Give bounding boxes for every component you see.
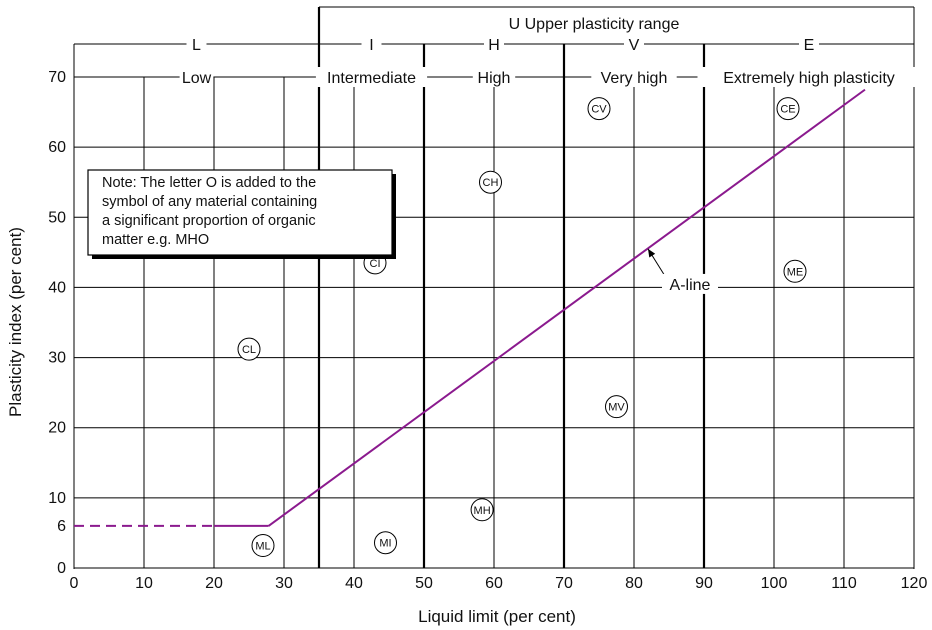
a-line-arrowhead: [648, 248, 656, 258]
note-line-2: symbol of any material containing: [102, 194, 317, 210]
x-tick-label: 50: [415, 575, 433, 592]
note-box: Note: The letter O is added to the symbo…: [87, 169, 396, 259]
soil-symbol-ch: CH: [479, 170, 502, 194]
zone-letter-e: E: [804, 37, 815, 54]
y-tick-label: 30: [48, 350, 66, 367]
y-axis-title: Plasticity index (per cent): [6, 227, 25, 417]
zone-name-bg: [179, 67, 214, 87]
soil-symbol-label: MH: [474, 505, 491, 517]
zone-name-i: Intermediate: [327, 70, 416, 87]
x-tick-label: 0: [70, 575, 79, 592]
zone-name-bg: [315, 67, 428, 87]
zone-name-h: High: [478, 70, 511, 87]
zone-letter-bg: [186, 35, 207, 53]
soil-symbol-label: CV: [591, 104, 607, 116]
zone-letter-h: H: [488, 37, 500, 54]
note-line-1: Note: The letter O is added to the: [102, 175, 316, 191]
soil-symbol-circle: [237, 337, 261, 361]
zone-name-e: Extremely high plasticity: [723, 70, 895, 87]
y-tick-label: 10: [48, 490, 66, 507]
soil-symbol-label: ME: [787, 266, 804, 278]
zone-letter-l: L: [192, 37, 201, 54]
soil-symbol-circle: [251, 534, 275, 558]
zone-letter-bg: [624, 35, 644, 53]
x-tick-label: 30: [275, 575, 293, 592]
y-tick-label: 60: [48, 139, 66, 156]
axis-ticks: 0 10 20 30 40 50 60 70 80 90 100 110 120 0 6 10 20 30 40 50…: [48, 69, 927, 592]
soil-symbol-circle: [587, 97, 611, 121]
y-tick-label: 0: [57, 560, 66, 577]
y-tick-label: 70: [48, 69, 66, 86]
soil-symbol-label: CH: [483, 177, 499, 189]
soil-symbol-label: CI: [370, 258, 381, 270]
x-axis-title: Liquid limit (per cent): [418, 607, 576, 626]
soil-symbol-label: CL: [242, 344, 256, 356]
zone-letter-bg: [799, 35, 819, 53]
a-line-sloped-segment: [268, 88, 866, 527]
upper-range-label: U Upper plasticity range: [509, 16, 680, 33]
y-tick-label: 6: [57, 518, 66, 535]
soil-symbol-me: ME: [783, 259, 807, 283]
soil-symbol-label: MI: [379, 538, 391, 550]
a-line-label-background: [662, 273, 718, 294]
x-tick-label: 100: [761, 575, 788, 592]
soil-symbol-circle: [374, 531, 397, 555]
soil-symbol-circle: [479, 170, 502, 194]
plasticity-zone-headers: L Low I Intermediate H High V Very high E Extreme…: [74, 35, 921, 87]
zone-name-bg: [697, 67, 921, 87]
zone-name-bg: [591, 67, 677, 87]
soil-symbol-label: ML: [255, 541, 270, 553]
x-tick-label: 10: [135, 575, 153, 592]
soil-symbol-mi: MI: [374, 531, 397, 555]
zone-letter-bg: [484, 35, 504, 53]
soil-symbol-ce: CE: [776, 97, 800, 121]
soil-symbol-mh: MH: [470, 498, 494, 522]
a-line-series: [74, 88, 866, 527]
soil-symbol-cv: CV: [587, 97, 611, 121]
soil-symbol-cl: CL: [237, 337, 261, 361]
zone-letter-i: I: [369, 37, 373, 54]
zone-name-v: Very high: [601, 70, 668, 87]
soil-symbol-circle: [605, 395, 628, 419]
soil-symbol-circle: [776, 97, 800, 121]
zone-letter-bg: [361, 35, 382, 53]
soil-symbol-circle: [470, 498, 494, 522]
grid-lines: [73, 6, 915, 569]
soil-symbol-mv: MV: [605, 395, 628, 419]
x-tick-label: 110: [831, 575, 857, 592]
note-box-frame: [87, 169, 393, 256]
x-tick-label: 60: [485, 575, 503, 592]
y-tick-label: 40: [48, 279, 66, 296]
a-line-label: A-line: [670, 277, 711, 294]
a-line-callout: A-line: [647, 248, 718, 294]
note-line-3: a significant proportion of organic: [102, 213, 316, 229]
soil-symbol-label: CE: [780, 104, 795, 116]
y-tick-label: 20: [48, 420, 66, 437]
x-tick-label: 90: [695, 575, 713, 592]
x-tick-label: 40: [345, 575, 363, 592]
soil-symbol-label: MV: [608, 402, 625, 414]
zone-name-l: Low: [182, 70, 212, 87]
x-tick-label: 80: [625, 575, 643, 592]
soil-symbol-circle: [783, 259, 807, 283]
y-tick-label: 50: [48, 209, 66, 226]
x-tick-label: 20: [205, 575, 223, 592]
zone-name-bg: [472, 67, 516, 87]
soil-symbol-ml: ML: [251, 534, 275, 558]
x-tick-label: 120: [901, 575, 928, 592]
zone-letter-v: V: [629, 37, 640, 54]
note-line-4: matter e.g. MHO: [102, 232, 209, 248]
x-tick-label: 70: [555, 575, 573, 592]
